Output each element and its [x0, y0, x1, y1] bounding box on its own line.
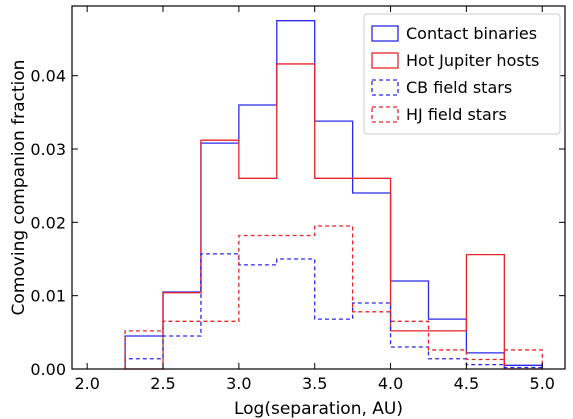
x-tick-label: 4.0 [378, 374, 403, 393]
legend-label-3: HJ field stars [406, 105, 507, 124]
series-line-2 [124, 253, 543, 369]
x-tick-label: 2.5 [150, 374, 175, 393]
y-tick-label: 0.04 [30, 67, 66, 86]
x-tick-label: 3.0 [226, 374, 251, 393]
y-axis-label: Comoving companion fraction [9, 60, 29, 316]
y-tick-label: 0.03 [30, 140, 66, 159]
x-tick-label: 4.5 [454, 374, 479, 393]
legend-box [363, 13, 561, 135]
y-tick-label: 0.01 [30, 287, 66, 306]
legend-swatch-1 [371, 52, 399, 69]
x-tick-label: 3.5 [302, 374, 327, 393]
y-tick-label: 0.02 [30, 213, 66, 232]
series-line-3 [124, 225, 543, 369]
legend-label-1: Hot Jupiter hosts [406, 51, 539, 70]
series-line-0 [124, 20, 543, 369]
legend-swatch-0 [371, 25, 399, 42]
y-tick-label: 0.00 [30, 360, 66, 379]
x-tick-label: 5.0 [530, 374, 555, 393]
plot-frame [71, 5, 566, 370]
x-axis-label: Log(separation, AU) [234, 399, 403, 419]
x-tick-label: 2.0 [74, 374, 99, 393]
legend-label-0: Contact binaries [406, 24, 537, 43]
legend-label-2: CB field stars [406, 78, 512, 97]
